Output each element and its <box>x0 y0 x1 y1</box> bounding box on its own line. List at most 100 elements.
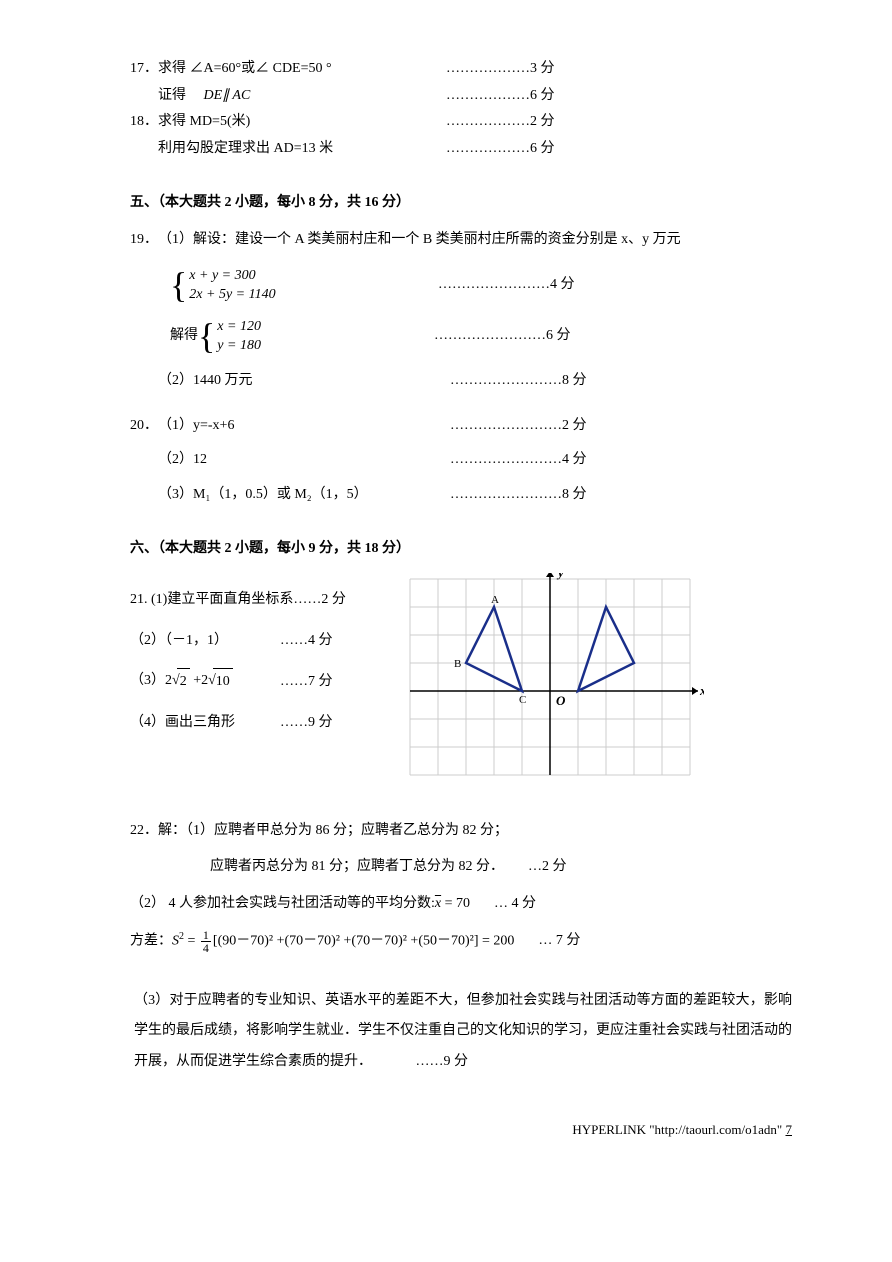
coordinate-graph: Ox y A B C <box>404 573 704 789</box>
q22-var-S: S <box>172 934 179 949</box>
q22-var-body: [(90－70)² +(70－70)² +(70－70)² +(50－70)²]… <box>213 934 515 949</box>
footer-link: HYPERLINK "http://taourl.com/o1adn" <box>572 1122 785 1137</box>
svg-text:O: O <box>556 693 566 708</box>
q21-p1: 21. (1)建立平面直角坐标系 ……2 分 <box>130 587 390 614</box>
q17-s2: ………………6 分 <box>446 83 555 110</box>
svg-text:y: y <box>556 573 564 580</box>
q19-solve: 解得 <box>170 323 198 350</box>
q19-eq2a: x = 120 <box>217 317 261 337</box>
q21-s2: ……4 分 <box>280 628 333 655</box>
q21-left: 21. (1)建立平面直角坐标系 ……2 分 （2）（－1，1） ……4 分 （… <box>130 573 390 800</box>
q20-s2: ……………………4 分 <box>450 447 587 474</box>
q22-p1b-txt: 应聘者丙总分为 81 分；应聘者丁总分为 82 分． <box>210 854 504 881</box>
q19-p2: （2）1440 万元 ……………………8 分 <box>130 368 792 395</box>
q22-p1a: 22． 解：（1）应聘者甲总分为 86 分；应聘者乙总分为 82 分； <box>130 818 792 845</box>
q22-num: 22． <box>130 818 158 845</box>
q19-eq1: { x + y = 300 2x + 5y = 1140 ……………………4 分 <box>170 266 792 305</box>
q22-var-wrap: 方差：S2 = 14[(90－70)² +(70－70)² +(70－70)² … <box>130 927 514 955</box>
q17-s1: ………………3 分 <box>446 56 555 83</box>
q17-l2a: 证得 <box>158 88 186 103</box>
q20-s3: ……………………8 分 <box>450 482 587 509</box>
q19-eq1b: 2x + 5y = 1140 <box>189 285 275 305</box>
q22-p2: （2） 4 人参加社会实践与社团活动等的平均分数:x = 70 … 4 分 <box>130 891 792 918</box>
q21-p3-mid: +2 <box>190 673 208 688</box>
q17-l2-wrap: 证得 DE∥ AC <box>158 83 438 110</box>
q19-eq2-sys: { x = 120 y = 180 <box>198 317 426 356</box>
svg-text:x: x <box>699 683 704 698</box>
q21-p3-pre: （3）2 <box>130 673 172 688</box>
svg-text:C: C <box>519 694 526 706</box>
q21-p2: （2）（－1，1） ……4 分 <box>130 628 390 655</box>
q21-p2-txt: （2）（－1，1） <box>130 628 280 655</box>
section5-title: 五、（本大题共 2 小题，每小 8 分，共 16 分） <box>130 190 792 217</box>
q21-p1-txt: (1)建立平面直角坐标系 <box>151 592 293 607</box>
q21-r2: 10 <box>213 668 233 696</box>
q22-s1: …2 分 <box>528 854 567 881</box>
q20-p2-txt: （2）12 <box>130 447 330 474</box>
q19-intro-txt: （1）解设：建设一个 A 类美丽村庄和一个 B 类美丽村庄所需的资金分别是 x、… <box>158 227 681 254</box>
q21-p3: （3）2 2 +2 10 ……7 分 <box>130 668 390 696</box>
q21-s4: ……9 分 <box>280 710 333 737</box>
page-number: 7 <box>786 1122 793 1137</box>
q18-s2: ………………6 分 <box>446 136 555 163</box>
q21-s1: ……2 分 <box>293 587 346 614</box>
q20-s1: ……………………2 分 <box>450 413 587 440</box>
q19-eq2-content: x = 120 y = 180 <box>215 317 261 356</box>
q20-p1-txt: （1）y=-x+6 <box>158 413 330 440</box>
q18-line1: 18． 求得 MD=5(米) ………………2 分 <box>130 109 792 136</box>
sqrt-icon: 10 <box>208 668 233 696</box>
page-footer: HYPERLINK "http://taourl.com/o1adn" 7 <box>130 1118 792 1143</box>
section6-title: 六、（本大题共 2 小题，每小 9 分，共 18 分） <box>130 536 792 563</box>
q20-p3-txt: （3）M₁（1，0.5）或 M₂（1，5） <box>130 482 370 509</box>
q22-p1a-txt: 解：（1）应聘者甲总分为 86 分；应聘者乙总分为 82 分； <box>158 818 508 845</box>
q19-eq1-content: x + y = 300 2x + 5y = 1140 <box>187 266 275 305</box>
q22-var-eq: = <box>184 934 199 949</box>
q21-p1-wrap: 21. (1)建立平面直角坐标系 <box>130 587 293 614</box>
q22-p2-txt: （2） 4 人参加社会实践与社团活动等的平均分数: <box>130 896 435 911</box>
q21-p4: （4）画出三角形 ……9 分 <box>130 710 390 737</box>
q21-s3: ……7 分 <box>280 669 333 696</box>
q19-num: 19． <box>130 227 158 254</box>
q18-line2: 利用勾股定理求出 AD=13 米 ………………6 分 <box>130 136 792 163</box>
svg-text:A: A <box>491 594 499 606</box>
q20-p2: （2）12 ……………………4 分 <box>130 447 792 474</box>
q18-num: 18． <box>130 109 158 136</box>
q17-l1: 求得 ∠A=60°或∠ CDE=50 ° <box>158 56 438 83</box>
q21-p3-wrap: （3）2 2 +2 10 <box>130 668 280 696</box>
q19-s1: ……………………4 分 <box>438 272 575 299</box>
q22-var: 方差：S2 = 14[(90－70)² +(70－70)² +(70－70)² … <box>130 927 792 955</box>
q18-s1: ………………2 分 <box>446 109 555 136</box>
q19-intro: 19． （1）解设：建设一个 A 类美丽村庄和一个 B 类美丽村庄所需的资金分别… <box>130 227 792 254</box>
q21-graph: Ox y A B C <box>404 573 704 800</box>
q18-l1: 求得 MD=5(米) <box>158 109 438 136</box>
q19-p2-txt: （2）1440 万元 <box>130 368 330 395</box>
q22-p2-eq: = 70 <box>441 896 470 911</box>
q21-r1: 2 <box>177 668 190 696</box>
q22-s2: … 4 分 <box>494 891 536 918</box>
fraction-icon: 14 <box>201 929 211 954</box>
sqrt-icon: 2 <box>172 668 190 696</box>
q19-eq2b: y = 180 <box>217 336 261 356</box>
q19-eq1-sys: { x + y = 300 2x + 5y = 1140 <box>170 266 430 305</box>
q20-p3: （3）M₁（1，0.5）或 M₂（1，5） ……………………8 分 <box>130 482 792 509</box>
q22-s4: ……9 分 <box>416 1054 469 1069</box>
brace-icon: { <box>198 318 215 354</box>
q20-p1: 20． （1）y=-x+6 ……………………2 分 <box>130 413 792 440</box>
q17-line2: 证得 DE∥ AC ………………6 分 <box>130 83 792 110</box>
q21-container: 21. (1)建立平面直角坐标系 ……2 分 （2）（－1，1） ……4 分 （… <box>130 573 792 800</box>
svg-text:B: B <box>454 658 461 670</box>
q19-eq1a: x + y = 300 <box>189 266 275 286</box>
q22-var-label: 方差： <box>130 934 172 949</box>
q22-p2-wrap: （2） 4 人参加社会实践与社团活动等的平均分数:x = 70 <box>130 891 470 918</box>
q21-num: 21. <box>130 592 151 607</box>
q17-l2b: DE∥ AC <box>190 88 251 103</box>
q22: 22． 解：（1）应聘者甲总分为 86 分；应聘者乙总分为 82 分； 应聘者丙… <box>130 818 792 1078</box>
q22-p3: （3）对于应聘者的专业知识、英语水平的差距不大，但参加社会实践与社团活动等方面的… <box>130 986 792 1078</box>
q22-s3: … 7 分 <box>538 928 580 955</box>
q20-num: 20． <box>130 413 158 440</box>
q18-l2: 利用勾股定理求出 AD=13 米 <box>158 136 438 163</box>
q19-eq2: 解得 { x = 120 y = 180 ……………………6 分 <box>170 317 792 356</box>
frac-d: 4 <box>201 942 211 954</box>
brace-icon: { <box>170 267 187 303</box>
q17-line1: 17． 求得 ∠A=60°或∠ CDE=50 ° ………………3 分 <box>130 56 792 83</box>
